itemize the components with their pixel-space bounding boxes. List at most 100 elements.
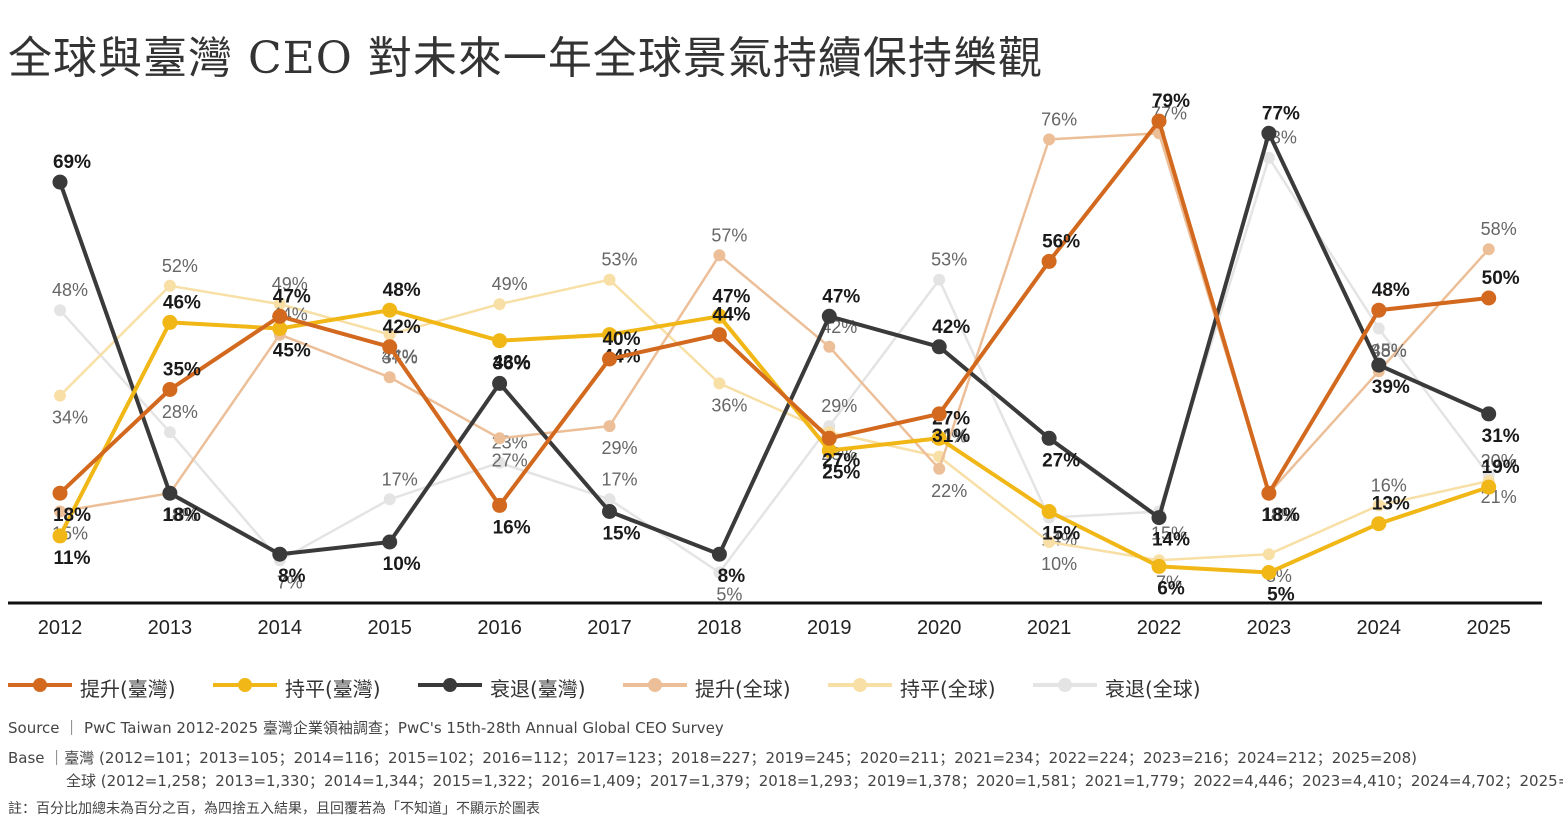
data-point — [713, 249, 726, 262]
data-label: 39% — [1372, 377, 1410, 398]
data-label: 31% — [1482, 426, 1520, 447]
data-label: 44% — [712, 305, 750, 326]
legend: 提升(臺灣) 持平(臺灣) 衰退(臺灣) 提升(全球) 持平(全球) 衰退(全球… — [8, 672, 1238, 701]
x-tick-label: 2021 — [1027, 617, 1072, 639]
data-label: 47% — [822, 286, 860, 307]
legend-item-taiwan-up[interactable]: 提升(臺灣) — [8, 672, 213, 701]
data-point — [1262, 151, 1275, 164]
data-label: 50% — [1482, 268, 1520, 289]
data-point — [382, 534, 398, 550]
data-point — [603, 273, 616, 286]
data-label: 35% — [163, 360, 201, 381]
data-label: 18% — [163, 505, 201, 526]
data-point — [1043, 133, 1056, 146]
data-label: 47% — [273, 286, 311, 307]
data-label: 34% — [52, 408, 88, 428]
chart-title: 全球與臺灣 CEO 對未來一年全球景氣持續保持樂觀 — [8, 33, 1043, 84]
data-point — [382, 339, 398, 355]
data-point — [821, 443, 837, 458]
data-point — [1261, 565, 1277, 580]
data-label: 16% — [493, 517, 531, 538]
x-tick-label: 2016 — [477, 617, 522, 639]
series-line — [58, 131, 1490, 557]
data-point — [492, 333, 508, 349]
data-point — [713, 377, 726, 390]
data-label: 18% — [1262, 505, 1300, 526]
data-label: 5% — [1267, 585, 1295, 606]
data-point — [163, 426, 176, 439]
legend-label: 持平(全球) — [900, 677, 996, 701]
data-point — [821, 430, 837, 446]
data-point — [273, 298, 286, 311]
data-label: 31% — [932, 426, 970, 447]
data-point — [493, 432, 506, 445]
data-label: 27% — [1042, 450, 1080, 471]
data-label: 42% — [932, 317, 970, 338]
data-label: 16% — [1371, 475, 1407, 495]
data-label: 15% — [602, 524, 640, 545]
series-line — [59, 278, 1489, 562]
data-point — [1371, 302, 1387, 318]
data-point — [52, 174, 68, 190]
x-tick-label: 2013 — [148, 617, 193, 639]
data-point — [1372, 322, 1385, 335]
data-label: 52% — [162, 256, 198, 276]
data-label: 79% — [1152, 91, 1190, 112]
data-label: 28% — [162, 402, 198, 422]
footnote: 註：百分比加總未為百分之百，為四捨五入結果，且回覆若為「不知道」不顯示於圖表 — [8, 801, 540, 817]
data-point — [1482, 243, 1495, 256]
legend-item-taiwan-down[interactable]: 衰退(臺灣) — [418, 672, 623, 701]
series-t_up: 18% 35% 47% 42% 16% 40% 44% 27% 31% 56% 79% 18% 48% 5… — [52, 91, 1520, 538]
data-label: 10% — [383, 554, 421, 575]
data-label: 42% — [383, 317, 421, 338]
data-label: 27% — [822, 450, 860, 471]
data-label: 77% — [1262, 103, 1300, 124]
data-label: 48% — [1372, 280, 1410, 301]
data-label: 45% — [1371, 341, 1407, 361]
data-label: 29% — [601, 438, 637, 458]
data-point — [382, 302, 398, 318]
legend-label: 持平(臺灣) — [285, 677, 381, 701]
series-g_down: 48%28%7%17%23%17%5%29%53%14% 15%73%45%21% — [52, 128, 1517, 605]
data-point — [602, 504, 617, 519]
data-point — [1151, 113, 1167, 129]
data-point — [1041, 504, 1057, 519]
data-point — [162, 314, 178, 330]
x-tick-label: 2017 — [587, 617, 632, 639]
data-point — [1261, 125, 1277, 141]
data-point — [603, 420, 616, 433]
data-point — [713, 566, 726, 579]
x-tick-label: 2020 — [917, 617, 962, 639]
x-tick-label: 2022 — [1137, 617, 1182, 639]
data-point — [931, 406, 947, 422]
data-point — [1371, 516, 1387, 532]
data-point — [1372, 499, 1385, 512]
series-t_down: 69% 18% 8% 10% 36% 15% 8% 47% 42% 27% 14% 77% 39% 31% — [52, 103, 1520, 587]
data-label: 27% — [492, 450, 528, 470]
data-point — [711, 308, 727, 324]
data-label: 18% — [53, 505, 91, 526]
series-g_flat: 34%52%49%44%49%53%36%28%24%10%7% 8%16%20% — [52, 250, 1517, 593]
data-label: 45% — [273, 341, 311, 362]
x-tick-label: 2019 — [807, 617, 852, 639]
data-label: 7% — [277, 572, 303, 592]
data-label: 15% — [1042, 524, 1080, 545]
data-label: 5% — [716, 585, 742, 605]
data-point — [931, 339, 947, 355]
data-label: 22% — [931, 481, 967, 501]
data-label: 19% — [1482, 457, 1520, 478]
legend-item-global-flat[interactable]: 持平(全球) — [828, 672, 1033, 701]
legend-item-global-down[interactable]: 衰退(全球) — [1033, 672, 1238, 701]
data-point — [493, 456, 506, 469]
series-line — [58, 119, 1489, 508]
legend-item-global-up[interactable]: 提升(全球) — [623, 672, 828, 701]
data-point — [163, 279, 176, 292]
data-point — [823, 340, 836, 353]
legend-item-taiwan-flat[interactable]: 持平(臺灣) — [213, 672, 418, 701]
data-point — [272, 321, 288, 336]
data-point — [1043, 536, 1056, 548]
data-point — [52, 528, 68, 544]
data-point — [54, 389, 66, 402]
data-label: 17% — [382, 469, 418, 489]
data-point — [52, 485, 68, 501]
